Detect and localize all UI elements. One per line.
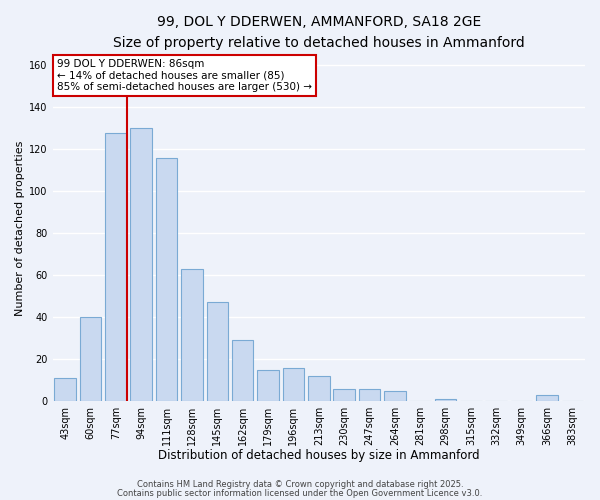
Bar (156, 158, 178, 401)
Bar (384, 390, 406, 401)
Text: Contains public sector information licensed under the Open Government Licence v3: Contains public sector information licen… (118, 488, 482, 498)
Bar (334, 388, 355, 401)
Bar (435, 399, 457, 401)
Bar (80, 317, 101, 401)
Bar (181, 269, 203, 401)
Bar (105, 132, 127, 401)
Bar (359, 388, 380, 401)
Bar (206, 302, 228, 401)
Bar (130, 128, 152, 401)
Text: 99 DOL Y DDERWEN: 86sqm
← 14% of detached houses are smaller (85)
85% of semi-de: 99 DOL Y DDERWEN: 86sqm ← 14% of detache… (56, 59, 311, 92)
Bar (232, 340, 253, 401)
Bar (55, 378, 76, 401)
Bar (536, 395, 558, 401)
X-axis label: Distribution of detached houses by size in Ammanford: Distribution of detached houses by size … (158, 450, 479, 462)
Text: Contains HM Land Registry data © Crown copyright and database right 2025.: Contains HM Land Registry data © Crown c… (137, 480, 463, 489)
Y-axis label: Number of detached properties: Number of detached properties (15, 140, 25, 316)
Bar (308, 376, 329, 401)
Title: 99, DOL Y DDERWEN, AMMANFORD, SA18 2GE
Size of property relative to detached hou: 99, DOL Y DDERWEN, AMMANFORD, SA18 2GE S… (113, 15, 524, 50)
Bar (283, 368, 304, 401)
Bar (257, 370, 279, 401)
